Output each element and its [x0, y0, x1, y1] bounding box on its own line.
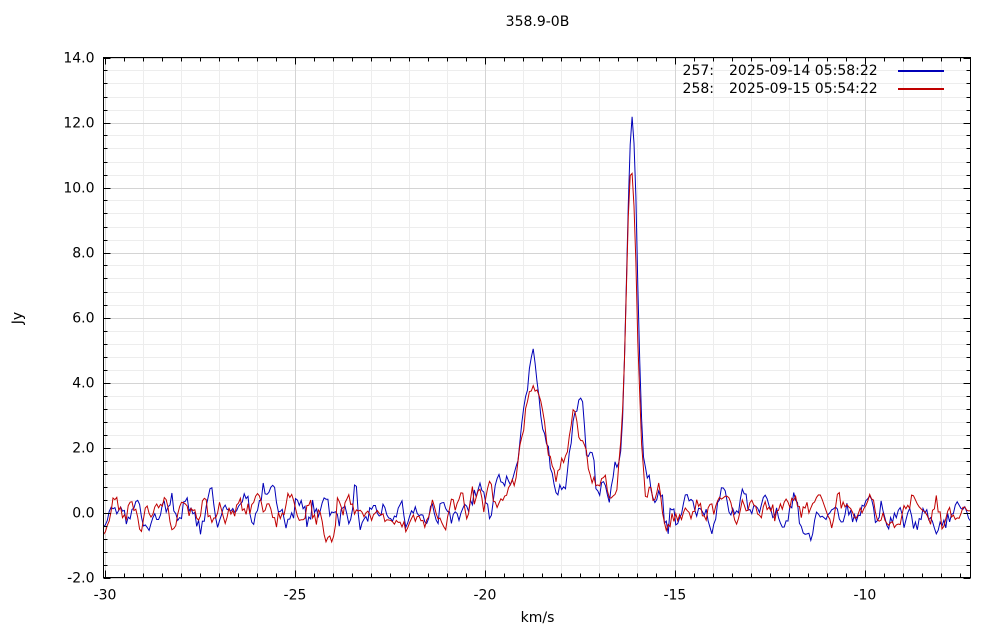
y-tick-label: 14.0 — [63, 51, 94, 67]
x-tick-label: -30 — [94, 588, 117, 604]
series-line-258 — [103, 172, 971, 544]
legend-series-id: 258: — [682, 81, 714, 97]
x-tick-label: -10 — [853, 588, 876, 604]
legend-line-sample-blue — [898, 70, 944, 72]
series-layer — [103, 116, 971, 544]
y-tick-label: 0.0 — [72, 506, 94, 522]
frame-layer — [103, 57, 971, 579]
tick-label-layer: -30 -25 -20 -15 -10 14.0 12.0 10.0 8.0 6.0 4.0 2.0 0… — [63, 51, 876, 604]
y-tick-label: 4.0 — [72, 376, 94, 392]
legend: 257: 2025-09-14 05:58:22 258: 2025-09-15… — [668, 62, 944, 98]
y-tick-label: 10.0 — [63, 181, 94, 197]
chart-title: 358.9-0B — [505, 14, 570, 30]
y-axis-title: Jy — [10, 311, 26, 325]
x-tick-label: -20 — [474, 588, 497, 604]
legend-entry: 258: 2025-09-15 05:54:22 — [668, 80, 944, 98]
y-tick-label: 6.0 — [72, 311, 94, 327]
x-tick-label: -25 — [284, 588, 307, 604]
series-line-257 — [103, 116, 971, 543]
x-tick-label: -15 — [663, 588, 686, 604]
y-tick-label: 8.0 — [72, 246, 94, 262]
legend-entry: 257: 2025-09-14 05:58:22 — [668, 62, 944, 80]
y-tick-label: -2.0 — [67, 571, 94, 587]
legend-series-datetime: 2025-09-15 05:54:22 — [729, 81, 878, 97]
y-tick-label: 2.0 — [72, 441, 94, 457]
y-tick-label: 12.0 — [63, 116, 94, 132]
legend-line-sample-red — [898, 88, 944, 90]
legend-series-id: 257: — [682, 63, 714, 79]
x-axis-title: km/s — [520, 610, 555, 626]
legend-series-datetime: 2025-09-14 05:58:22 — [729, 63, 878, 79]
